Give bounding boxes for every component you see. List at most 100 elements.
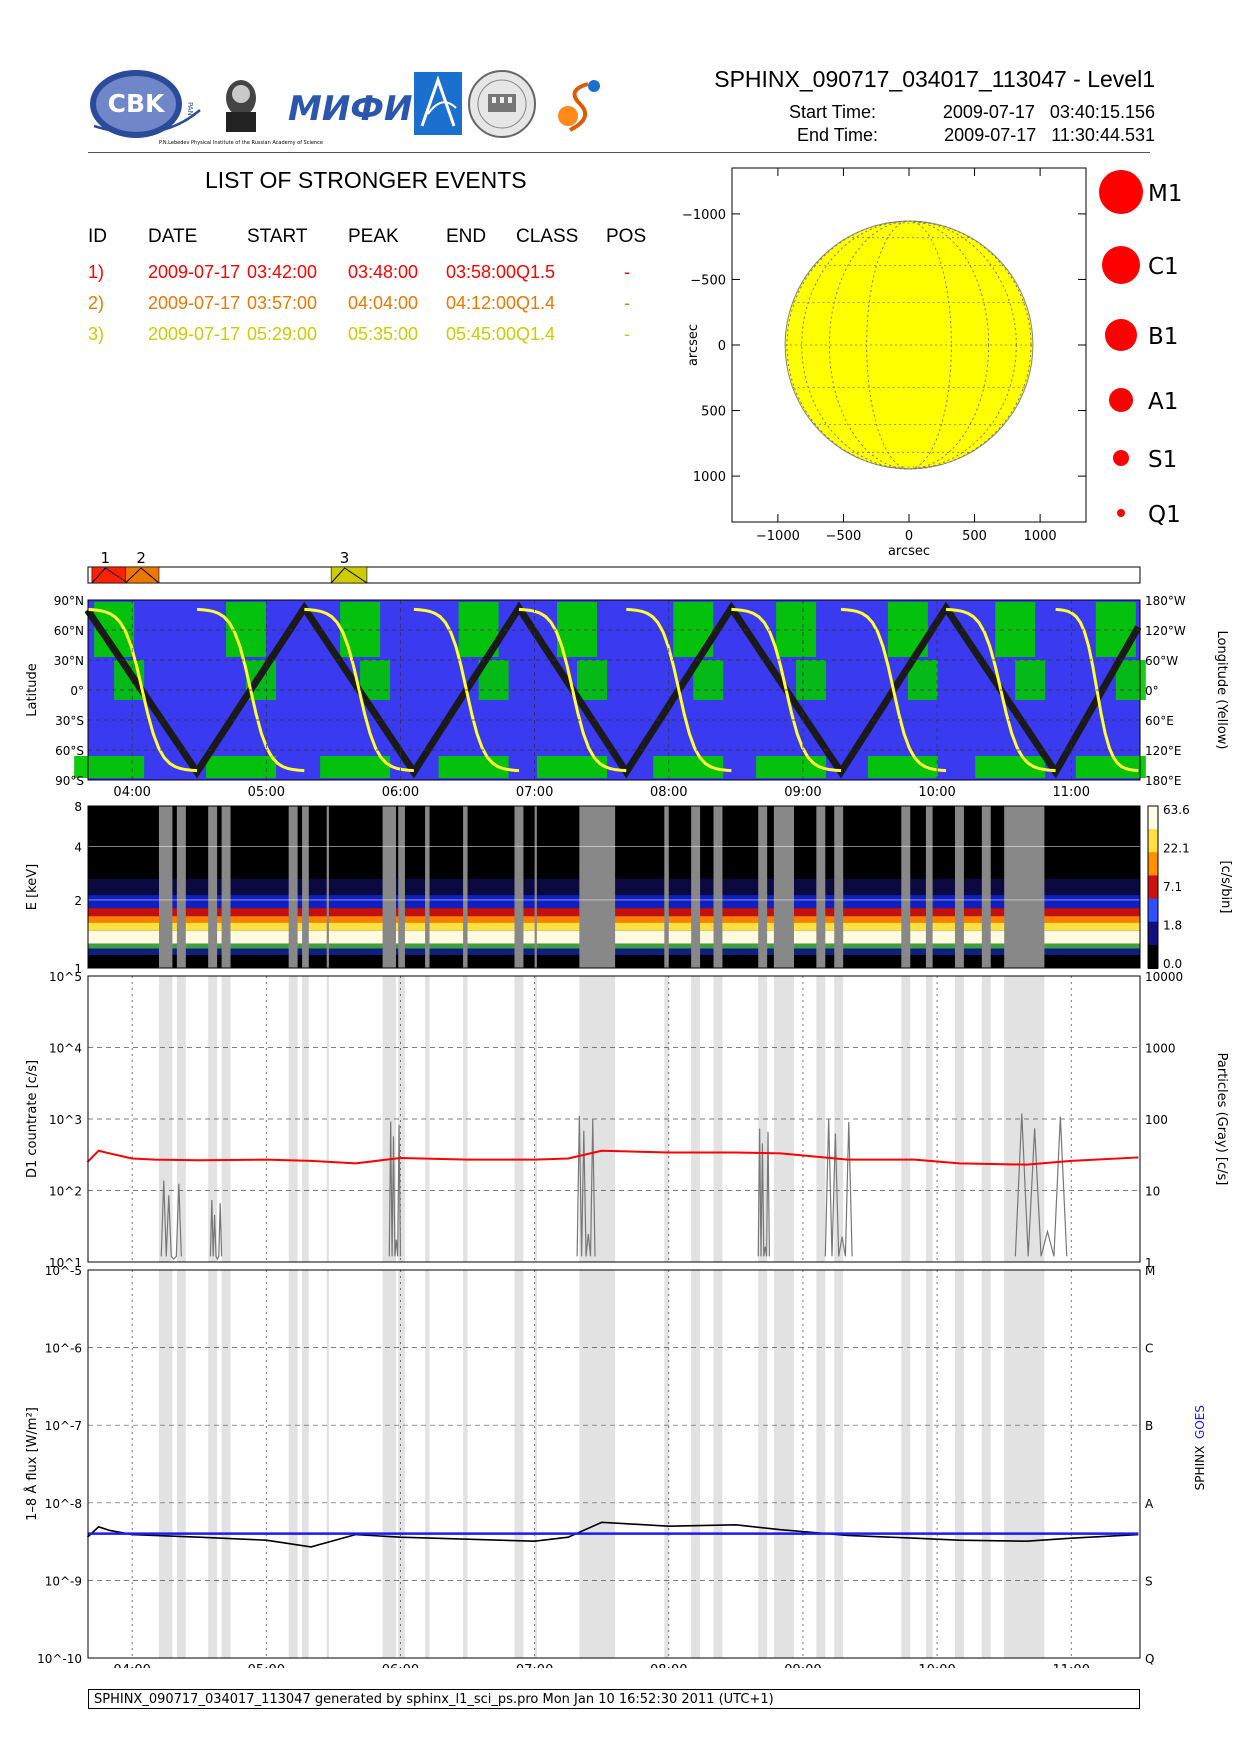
spectrogram-gap	[425, 806, 430, 968]
longitude-track-line	[626, 607, 732, 773]
orbit-y-tick-label: 0°	[70, 684, 84, 698]
flux-gap	[398, 1270, 405, 1658]
event-peak-cell: 04:04:00	[348, 293, 419, 313]
events-title: LIST OF STRONGER EVENTS	[205, 167, 527, 193]
time-series-panels: 1 2 3 90°N 180°W 60°N 120°W 30°N 60°W 0° 0° 30°S 60°…	[24, 549, 1233, 1668]
orbit-y2-tick-label: 180°E	[1145, 774, 1182, 788]
event-date-cell: 2009-07-17	[148, 262, 241, 282]
countrate-gap	[758, 976, 768, 1262]
events-column-header: POS	[606, 226, 647, 247]
flux-gap	[463, 1270, 468, 1658]
flux-gap	[691, 1270, 701, 1658]
spectrogram-y-tick-label: 8	[74, 800, 82, 814]
observatory-seal-logo	[468, 70, 536, 138]
disk-y-axis-label: arcsec	[686, 324, 701, 366]
colorbar-tick-label: 7.1	[1163, 880, 1182, 894]
flux-gap	[954, 1270, 964, 1658]
orbit-y-tick-label: 60°N	[54, 624, 84, 638]
particle-burst-line	[757, 1128, 770, 1257]
flare-size-label: Q1	[1148, 502, 1181, 528]
orbit-y2-tick-label: 180°W	[1145, 594, 1186, 608]
flux-y2-tick-label: B	[1145, 1419, 1153, 1433]
lebedev-logo: P.N.Lebedev Physical Institute of the Ru…	[159, 80, 323, 146]
saa-zone-south	[206, 756, 277, 778]
colorbar-tick-label: 0.0	[1163, 957, 1182, 971]
spectrogram-frame	[87, 805, 1141, 969]
flux-gap	[221, 1270, 231, 1658]
colorbar-frame	[1147, 805, 1159, 969]
event-marker-peak	[125, 567, 160, 584]
event-start-cell: 05:29:00	[247, 324, 318, 344]
countrate-gap	[713, 976, 723, 1262]
flux-gap	[834, 1270, 844, 1658]
colorbar-segment	[1148, 829, 1158, 854]
spectrogram-gap	[302, 806, 309, 968]
countrate-gap	[981, 976, 991, 1262]
spectrogram-gap	[816, 806, 826, 968]
event-peak-cell: 03:48:00	[348, 262, 419, 282]
flux-y2-tick-label: Q	[1145, 1652, 1154, 1666]
countrate-gap	[425, 976, 430, 1262]
flux-gap	[158, 1270, 173, 1658]
flux-gap	[713, 1270, 723, 1658]
countrate-gap	[326, 976, 329, 1262]
end-time-value: 2009-07-17 11:30:44.531	[944, 125, 1155, 145]
sun-s-logo	[558, 80, 600, 132]
event-end-cell: 05:45:00	[446, 324, 517, 344]
countrate-y-tick-label: 10^1	[49, 1256, 82, 1270]
colorbar-tick-label: 22.1	[1163, 842, 1190, 856]
orbit-x-tick-label: 09:00	[784, 785, 821, 800]
spectrogram-y-tick-label: 4	[74, 841, 82, 855]
disk-y-tick-label: −1000	[682, 208, 726, 223]
flux-gap	[382, 1270, 396, 1658]
spectrogram-gap	[901, 806, 911, 968]
event-class-cell: Q1.4	[516, 293, 556, 313]
disk-x-tick-label: 500	[962, 529, 987, 544]
event-marker-label: 1	[101, 549, 111, 567]
flux-y-tick-label: 10^-10	[37, 1652, 82, 1666]
flare-size-marker	[1113, 450, 1129, 466]
colorbar-tick-label: 1.8	[1163, 919, 1182, 933]
disk-longitude-line	[801, 220, 1017, 470]
flux-y-tick-label: 10^-7	[45, 1419, 82, 1433]
lebedev-caption: P.N.Lebedev Physical Institute of the Ru…	[159, 140, 323, 146]
event-start-cell: 03:42:00	[247, 262, 318, 282]
countrate-y2-tick-label: 1000	[1145, 1042, 1176, 1056]
longitude-track-line	[87, 607, 198, 773]
countrate-gap	[954, 976, 964, 1262]
disk-x-tick-label: 0	[905, 529, 913, 544]
flux-gap	[302, 1270, 309, 1658]
countrate-y-tick-label: 10^3	[49, 1113, 82, 1127]
flare-size-marker	[1109, 388, 1133, 412]
report-title: SPHINX_090717_034017_113047 - Level1	[714, 66, 1155, 92]
flux-x-tick-label: 09:00	[784, 1663, 821, 1668]
flux-gap	[1004, 1270, 1045, 1658]
orbit-y-tick-label: 30°N	[54, 654, 84, 668]
disk-x-axis-label: arcsec	[888, 544, 930, 559]
spectrogram-gap	[691, 806, 701, 968]
orbit-y-tick-label: 30°S	[55, 714, 84, 728]
saa-zone-south	[653, 756, 724, 778]
cbk-logo: CBK PAN	[90, 70, 201, 138]
end-time-label: End Time:	[797, 125, 879, 145]
spectrogram-gap	[326, 806, 329, 968]
saa-zone-north	[340, 602, 381, 657]
flux-legend-goes: GOES	[1193, 1405, 1207, 1439]
flux-gap	[288, 1270, 298, 1658]
events-column-header: PEAK	[348, 226, 399, 247]
flare-size-label: C1	[1148, 254, 1179, 280]
countrate-gap	[514, 976, 524, 1262]
solar-disk-chart: −1000 1000 −500 500 0 0 500 −500 1000 −1000 arcsec…	[682, 167, 1087, 559]
disk-x-tick-label: 1000	[1024, 529, 1057, 544]
flux-gap	[758, 1270, 768, 1658]
event-peak-cell: 05:35:00	[348, 324, 419, 344]
flux-y2-tick-label: C	[1145, 1342, 1153, 1356]
event-marker-1	[91, 566, 128, 584]
saa-zone-mid	[1115, 660, 1146, 700]
flux-gap	[901, 1270, 911, 1658]
orbit-y-axis-label: Latitude	[25, 663, 40, 717]
disk-y-tick-label: 500	[701, 405, 726, 420]
countrate-gap	[208, 976, 218, 1262]
colorbar-segment	[1148, 944, 1158, 969]
spectrogram-gap	[925, 806, 933, 968]
